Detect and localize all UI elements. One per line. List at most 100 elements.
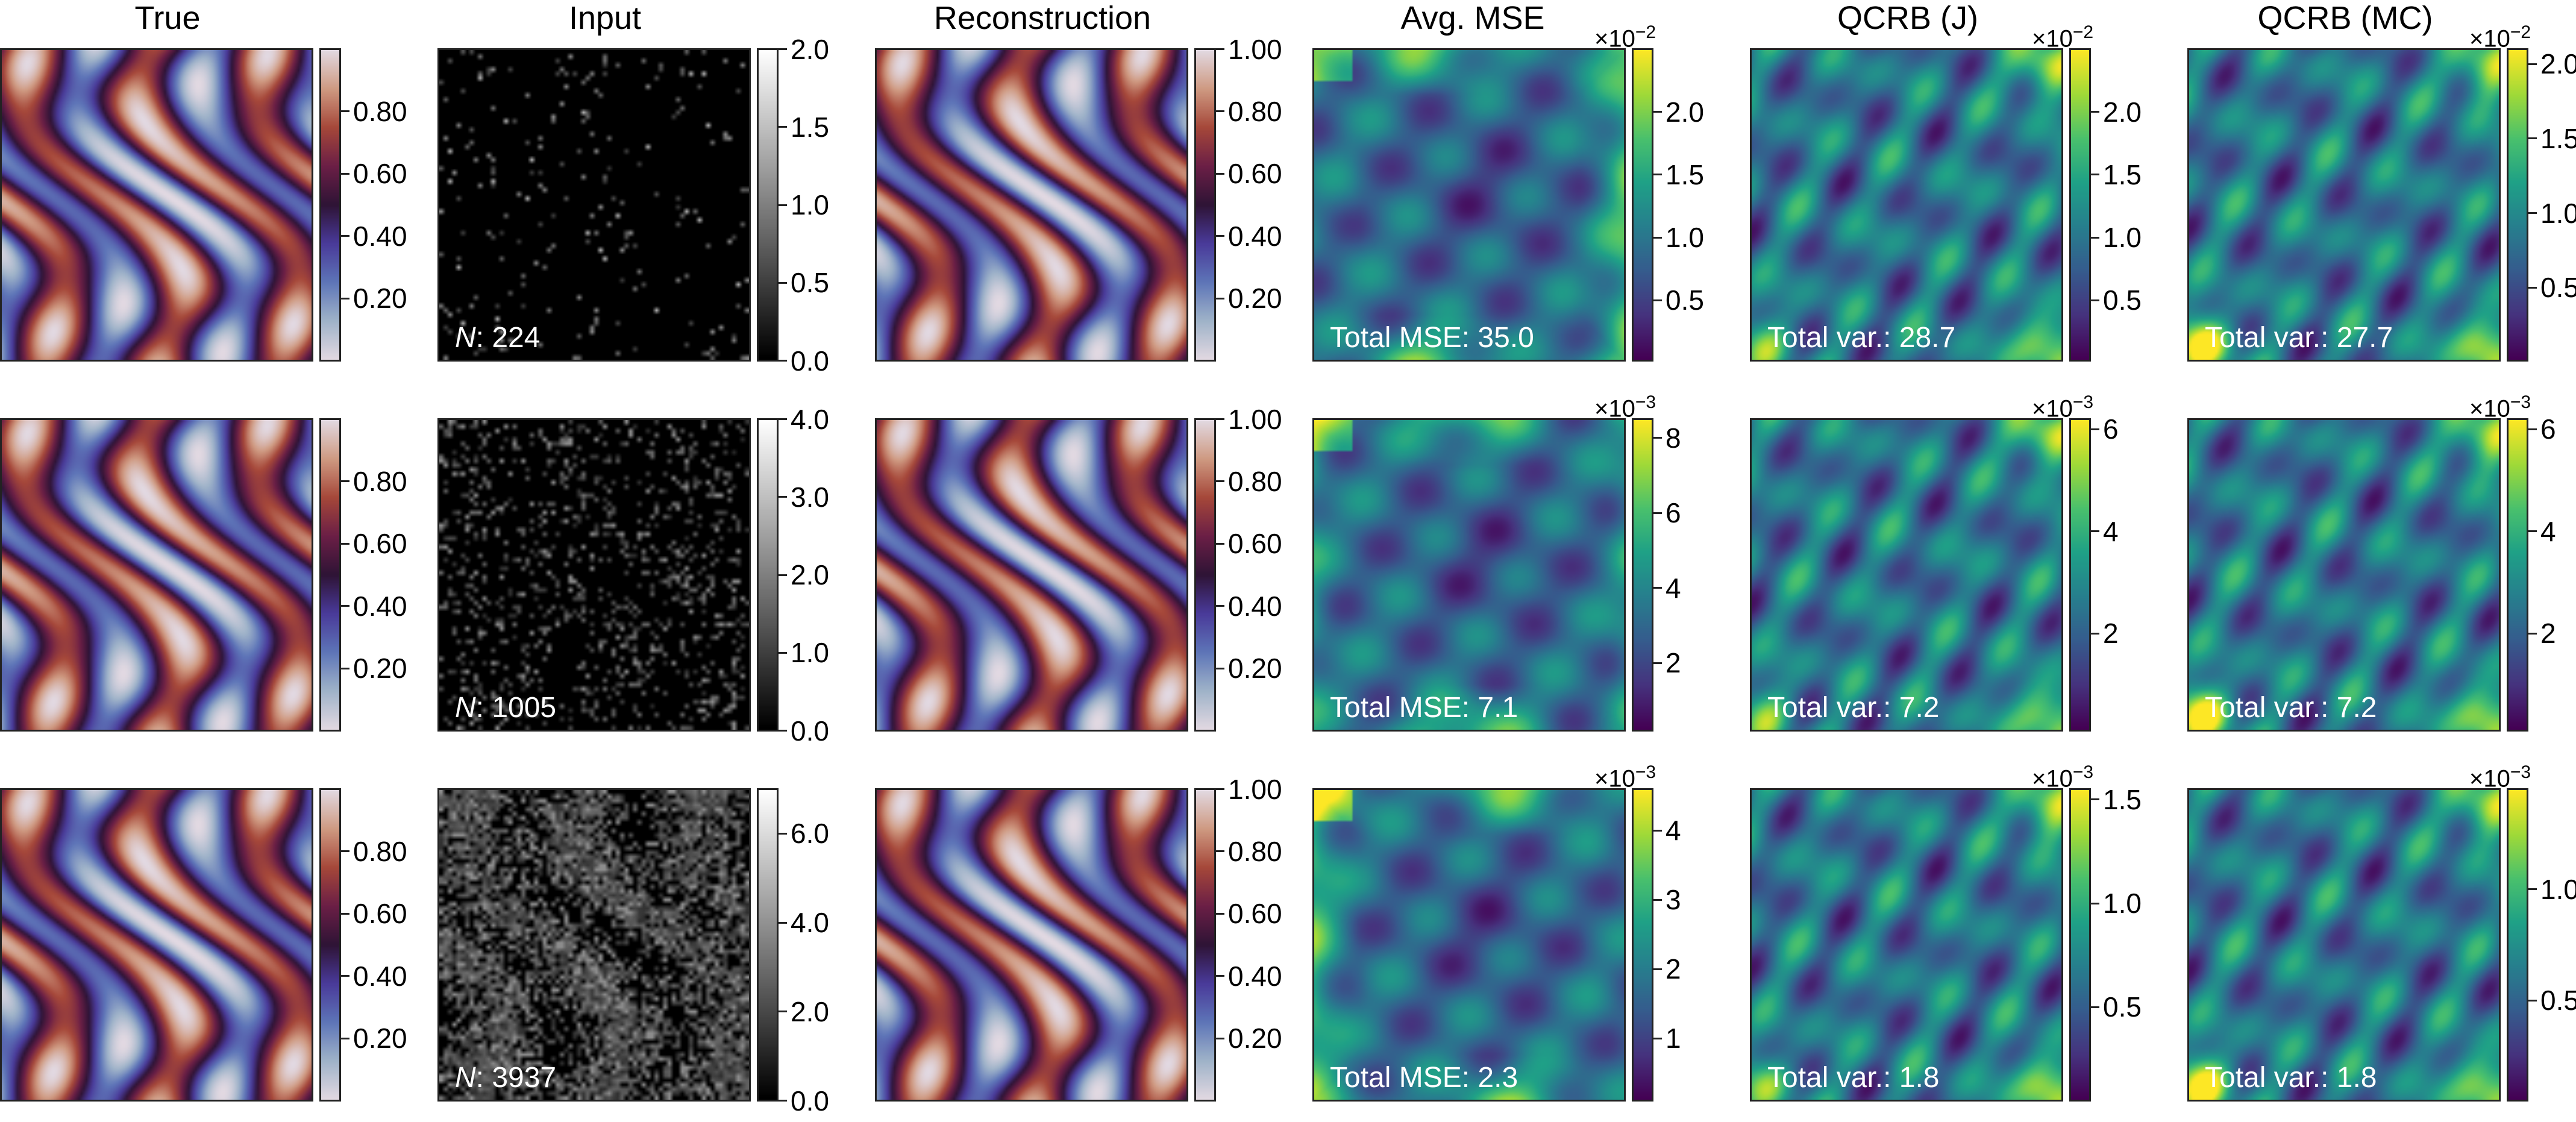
- colorbar-tick: [341, 850, 349, 853]
- heatmap-panel-qcrbmc-r1: Total var.: 27.7 0.5 1.0 1.5 2.0 ×10−2: [2187, 22, 2576, 362]
- colorbar-tick: [2528, 212, 2537, 215]
- heatmap-canvas: [1752, 790, 2061, 1100]
- colorbar-tick: [341, 1037, 349, 1039]
- heatmap-panel-true-r1: 0.20 0.40 0.60 0.80: [0, 48, 419, 362]
- column-title: True: [134, 0, 201, 36]
- annotation-text: : 224: [475, 322, 541, 354]
- annotation-text: Total MSE: 2.3: [1330, 1062, 1518, 1094]
- colorbar-tick-label: 2: [1666, 953, 1681, 985]
- heatmap-image: [0, 788, 313, 1102]
- colorbar-tick-label: 0.60: [1228, 528, 1282, 560]
- colorbar-tick: [341, 912, 349, 915]
- heatmap-canvas: [2189, 50, 2499, 360]
- colorbar-tick-label: 6: [1666, 497, 1681, 529]
- colorbar: [2069, 48, 2091, 362]
- colorbar-tick-label: 1: [1666, 1023, 1681, 1055]
- colorbar-gradient: [1196, 790, 1214, 1100]
- colorbar-tick: [1216, 235, 1224, 237]
- annotation-text: Total var.: 1.8: [1767, 1062, 1940, 1094]
- colorbar-exponent: ×10−2: [2032, 19, 2093, 52]
- colorbar-tick-label: 0.40: [353, 590, 407, 622]
- colorbar: [757, 788, 779, 1102]
- colorbar: [2507, 48, 2528, 362]
- colorbar-tick-label: 0.80: [353, 835, 407, 867]
- panel-annotation: Total MSE: 2.3: [1330, 1062, 1518, 1094]
- colorbar-exponent: ×10−3: [2032, 759, 2093, 792]
- colorbar-tick-label: 1.0: [2103, 888, 2142, 920]
- colorbar-tick-label: 1.5: [2103, 783, 2142, 815]
- colorbar-gradient: [2509, 790, 2527, 1100]
- heatmap-canvas: [2189, 420, 2499, 730]
- colorbar: [1632, 48, 1653, 362]
- colorbar-tick: [341, 975, 349, 977]
- heatmap-panel-mse-r1: Total MSE: 35.0 0.5 1.0 1.5 2.0 ×10−2: [1312, 22, 1732, 362]
- colorbar-gradient: [2071, 50, 2089, 360]
- colorbar: [319, 788, 341, 1102]
- exponent-base: ×10: [2469, 25, 2510, 52]
- panel-annotation: Total var.: 7.2: [1767, 692, 1940, 724]
- colorbar-gradient: [321, 50, 339, 360]
- colorbar-tick: [1216, 1037, 1224, 1039]
- exponent-power: −3: [1635, 392, 1656, 412]
- colorbar-tick-label: 6: [2103, 413, 2119, 445]
- exponent-power: −2: [2510, 22, 2531, 42]
- exponent-base: ×10: [2032, 25, 2073, 52]
- colorbar-tick-label: 0.20: [353, 283, 407, 315]
- colorbar-tick-label: 0.40: [1228, 220, 1282, 252]
- colorbar-tick-label: 1.5: [791, 111, 829, 143]
- colorbar-tick-label: 3: [1666, 884, 1681, 916]
- colorbar-tick-label: 1.00: [1228, 403, 1282, 435]
- colorbar-tick-label: 0.80: [353, 95, 407, 127]
- colorbar-tick-label: 0.0: [791, 715, 829, 747]
- colorbar-tick-label: 6: [2540, 413, 2556, 445]
- colorbar-tick-label: 2.0: [791, 559, 829, 591]
- exponent-base: ×10: [2032, 765, 2073, 792]
- colorbar-tick-label: 4: [2540, 515, 2556, 547]
- heatmap-panel-recon-r3: 0.20 0.40 0.60 0.80 1.00: [875, 774, 1294, 1102]
- colorbar: [2507, 418, 2528, 732]
- colorbar-tick: [2528, 999, 2537, 1001]
- colorbar-tick-label: 2.0: [2103, 96, 2142, 128]
- colorbar-tick-label: 2: [2103, 618, 2119, 650]
- colorbar-tick-label: 2: [2540, 618, 2556, 650]
- exponent-base: ×10: [2032, 395, 2073, 422]
- heatmap-panel-qcrbj-r2: Total var.: 7.2 2 4 6 ×10−3: [1750, 392, 2169, 732]
- colorbar-tick: [1653, 829, 1662, 832]
- colorbar: [1632, 788, 1653, 1102]
- heatmap-canvas: [1752, 420, 2061, 730]
- colorbar-tick: [779, 832, 787, 835]
- column-title: QCRB (J): [1837, 0, 1978, 36]
- colorbar-tick-label: 0.20: [353, 1023, 407, 1055]
- colorbar-tick-label: 0.60: [353, 528, 407, 560]
- heatmap-canvas: [1314, 50, 1624, 360]
- colorbar-tick: [1653, 236, 1662, 239]
- colorbar-tick: [1216, 418, 1224, 420]
- heatmap-panel-recon-r2: 0.20 0.40 0.60 0.80 1.00: [875, 404, 1294, 732]
- colorbar-tick: [1216, 48, 1224, 50]
- colorbar-tick: [779, 496, 787, 498]
- colorbar-tick-label: 0.40: [353, 960, 407, 992]
- heatmap-image: [875, 418, 1188, 732]
- colorbar-tick: [1216, 542, 1224, 545]
- heatmap-panel-qcrbmc-r2: Total var.: 7.2 2 4 6 ×10−3: [2187, 392, 2576, 732]
- colorbar-tick: [2091, 632, 2099, 635]
- heatmap-canvas: [1314, 790, 1624, 1100]
- colorbar: [1632, 418, 1653, 732]
- colorbar-tick-label: 1.0: [791, 189, 829, 221]
- colorbar-tick: [779, 1011, 787, 1013]
- colorbar-tick-label: 4.0: [791, 403, 829, 435]
- colorbar-tick: [1216, 850, 1224, 853]
- heatmap-panel-recon-r1: 0.20 0.40 0.60 0.80 1.00: [875, 34, 1294, 362]
- colorbar-tick-label: 0.0: [791, 1085, 829, 1117]
- colorbar-tick: [341, 172, 349, 175]
- column-title: QCRB (MC): [2257, 0, 2433, 36]
- colorbar-gradient: [2071, 420, 2089, 730]
- colorbar-tick: [1216, 172, 1224, 175]
- heatmap-panel-qcrbj-r1: Total var.: 28.7 0.5 1.0 1.5 2.0 ×10−2: [1750, 22, 2169, 362]
- heatmap-canvas: [1314, 420, 1624, 730]
- heatmap-canvas: [2, 420, 312, 730]
- heatmap-image: Total var.: 7.2: [1750, 418, 2063, 732]
- colorbar-tick-label: 4.0: [791, 907, 829, 939]
- heatmap-image: [0, 418, 313, 732]
